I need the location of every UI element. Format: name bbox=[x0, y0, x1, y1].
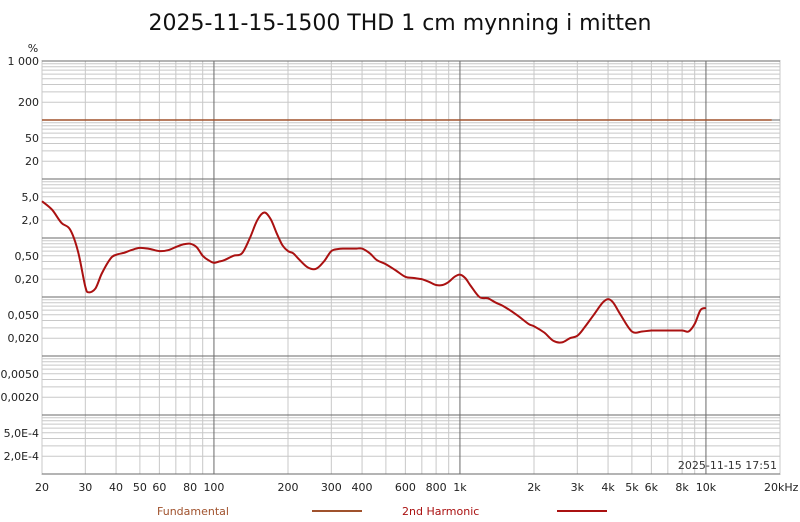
x-tick-label: 800 bbox=[426, 481, 447, 494]
x-tick-label: 60 bbox=[152, 481, 166, 494]
y-tick-label: 2,0E-4 bbox=[4, 450, 39, 463]
x-tick-label: 20 bbox=[35, 481, 49, 494]
y-tick-label: 0,050 bbox=[8, 309, 40, 322]
plot-area bbox=[41, 60, 781, 475]
x-tick-label: 40 bbox=[109, 481, 123, 494]
y-tick-label: 20 bbox=[25, 155, 39, 168]
x-tick-label: 400 bbox=[352, 481, 373, 494]
y-tick-label: 0,20 bbox=[15, 273, 40, 286]
y-tick-label: 0,50 bbox=[15, 250, 40, 263]
x-tick-labels: 20 30 40 50 60 80 100 200 300 400 600 800 1k 2k 3k 4k 5k… bbox=[35, 481, 799, 494]
legend-label: Fundamental bbox=[157, 505, 229, 518]
series-2nd-harmonic-line bbox=[41, 200, 707, 344]
x-tick-label: 300 bbox=[321, 481, 342, 494]
legend-label: 2nd Harmonic bbox=[402, 505, 479, 518]
x-tick-label: 20kHz bbox=[764, 481, 799, 494]
y-tick-label: 0,020 bbox=[8, 332, 40, 345]
y-tick-label: 5,0 bbox=[22, 191, 40, 204]
timestamp-label: 2025-11-15 17:51 bbox=[678, 459, 777, 472]
x-tick-label: 6k bbox=[645, 481, 659, 494]
x-tick-label: 200 bbox=[278, 481, 299, 494]
x-tick-label: 100 bbox=[203, 481, 224, 494]
y-tick-label: 0,0020 bbox=[1, 391, 40, 404]
x-tick-label: 80 bbox=[183, 481, 197, 494]
x-tick-label: 2k bbox=[527, 481, 541, 494]
x-tick-label: 3k bbox=[571, 481, 585, 494]
y-tick-label: 0,0050 bbox=[1, 368, 40, 381]
y-axis-unit: % bbox=[28, 42, 38, 55]
x-tick-label: 600 bbox=[395, 481, 416, 494]
y-tick-label: 2,0 bbox=[22, 214, 40, 227]
x-tick-label: 50 bbox=[133, 481, 147, 494]
x-tick-label: 30 bbox=[78, 481, 92, 494]
minor-gridlines bbox=[41, 61, 781, 474]
x-tick-label: 1k bbox=[453, 481, 467, 494]
x-tick-label: 10k bbox=[696, 481, 717, 494]
y-tick-label: 200 bbox=[18, 96, 39, 109]
legend: Fundamental 2nd Harmonic bbox=[157, 505, 607, 518]
chart-title: 2025-11-15-1500 THD 1 cm mynning i mitte… bbox=[149, 11, 652, 36]
x-tick-label: 8k bbox=[675, 481, 689, 494]
y-tick-label: 50 bbox=[25, 132, 39, 145]
x-tick-label: 4k bbox=[601, 481, 615, 494]
x-tick-label: 5k bbox=[625, 481, 639, 494]
y-tick-label: 5,0E-4 bbox=[4, 427, 39, 440]
y-tick-label: 1 000 bbox=[8, 55, 40, 68]
series-layer bbox=[41, 119, 772, 344]
y-tick-labels: 1 000 200 50 20 5,0 2,0 0,50 0,20 0,050 0,020 0,00… bbox=[1, 55, 40, 463]
